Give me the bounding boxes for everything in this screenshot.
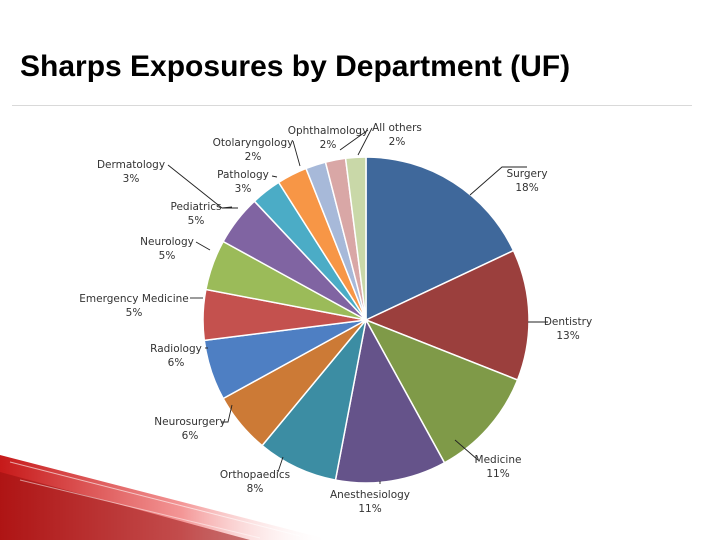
pie-slice-medicine: [364, 318, 519, 464]
slice-label-orthopaedics: Orthopaedics 8%: [220, 469, 290, 495]
slice-label-anesthesiology: Anesthesiology 11%: [330, 489, 410, 515]
slice-label-name: Neurosurgery: [154, 416, 225, 428]
slice-label-name: Medicine: [475, 454, 522, 466]
slice-label-name: Pediatrics: [170, 201, 221, 213]
leader-line-neurology: [195, 241, 211, 251]
slice-label-percent: 5%: [159, 250, 176, 262]
slice-label-name: Dentistry: [544, 316, 592, 328]
slice-label-percent: 6%: [168, 357, 185, 369]
leader-line-all-others: [357, 127, 373, 156]
slice-label-all-others: All others 2%: [372, 122, 422, 148]
slice-label-neurosurgery: Neurosurgery 6%: [154, 416, 225, 442]
slice-label-emergency-medicine: Emergency Medicine 5%: [79, 293, 188, 319]
pie-slice-all-others: [344, 156, 367, 321]
slice-label-surgery: Surgery 18%: [506, 168, 547, 194]
leader-line-surgery: [469, 166, 527, 196]
slice-label-percent: 2%: [320, 139, 337, 151]
slice-label-name: Orthopaedics: [220, 469, 290, 481]
pie-slice-surgery: [365, 156, 515, 322]
leader-line-pathology: [271, 175, 278, 178]
slice-label-percent: 13%: [556, 330, 579, 342]
slice-label-dermatology: Dermatology 3%: [97, 159, 165, 185]
title-divider: [12, 105, 692, 106]
slice-label-name: Surgery: [506, 168, 547, 180]
leader-line-ophthalmology: [339, 129, 369, 151]
slice-label-pediatrics: Pediatrics 5%: [170, 201, 221, 227]
slice-label-name: Neurology: [140, 236, 194, 248]
slice-label-percent: 2%: [389, 136, 406, 148]
slice-label-percent: 3%: [123, 173, 140, 185]
pie-slice-dentistry: [364, 249, 530, 381]
slice-label-pathology: Pathology 3%: [217, 169, 269, 195]
slice-label-otolaryngology: Otolaryngology 2%: [213, 137, 294, 163]
slice-label-percent: 5%: [188, 215, 205, 227]
slice-label-name: Anesthesiology: [330, 489, 410, 501]
slice-label-dentistry: Dentistry 13%: [544, 316, 592, 342]
slice-label-percent: 18%: [515, 182, 538, 194]
leader-line-orthopaedics: [277, 456, 284, 473]
slice-label-name: Pathology: [217, 169, 269, 181]
leader-line-neurosurgery: [221, 404, 233, 423]
slice-label-percent: 6%: [182, 430, 199, 442]
slice-label-percent: 5%: [126, 307, 143, 319]
page-title: Sharps Exposures by Department (UF): [20, 50, 571, 83]
pie-slice-anesthesiology: [334, 317, 446, 484]
slice-label-percent: 3%: [235, 183, 252, 195]
leader-line-medicine: [454, 439, 479, 461]
slice-label-percent: 2%: [245, 151, 262, 163]
slice-label-medicine: Medicine 11%: [475, 454, 522, 480]
slice-label-name: Emergency Medicine: [79, 293, 188, 305]
slice-label-percent: 11%: [486, 468, 509, 480]
corner-ribbon: [0, 455, 330, 540]
slice-label-ophthalmology: Ophthalmology 2%: [288, 125, 369, 151]
leader-line-otolaryngology: [292, 140, 301, 167]
slice-label-name: Dermatology: [97, 159, 165, 171]
slice-label-neurology: Neurology 5%: [140, 236, 194, 262]
slice-label-name: Ophthalmology: [288, 125, 369, 137]
slice-label-name: Otolaryngology: [213, 137, 294, 149]
slice-label-radiology: Radiology 6%: [150, 343, 202, 369]
slice-label-percent: 11%: [358, 503, 381, 515]
slice-label-name: Radiology: [150, 343, 202, 355]
slice-label-percent: 8%: [247, 483, 264, 495]
leader-line-dermatology: [167, 164, 238, 209]
slice-label-name: All others: [372, 122, 422, 134]
